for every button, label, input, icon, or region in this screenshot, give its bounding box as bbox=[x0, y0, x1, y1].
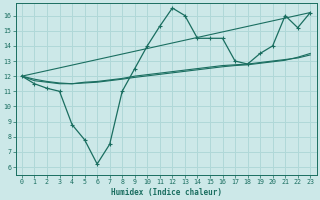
X-axis label: Humidex (Indice chaleur): Humidex (Indice chaleur) bbox=[111, 188, 221, 197]
